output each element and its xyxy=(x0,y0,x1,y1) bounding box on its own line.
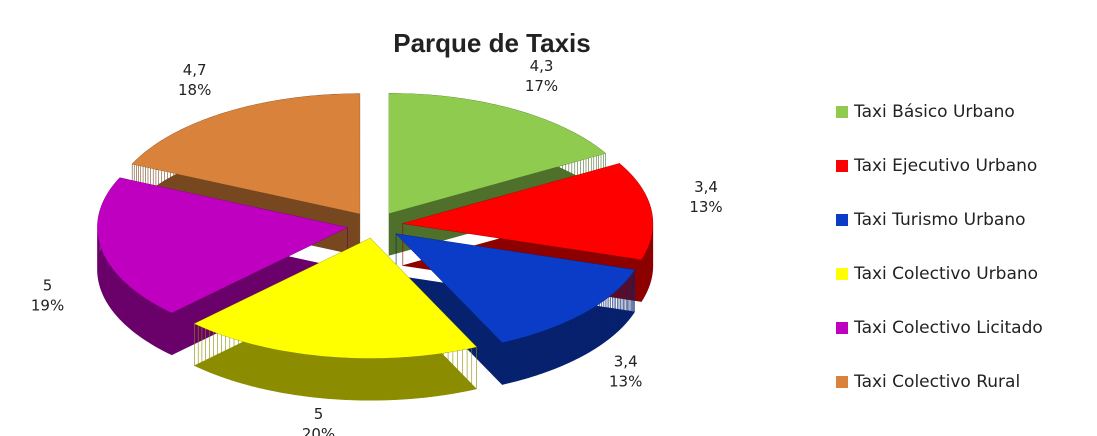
value-label: 3,4 xyxy=(614,353,638,371)
legend-label: Taxi Ejecutivo Urbano xyxy=(853,156,1037,176)
value-label: 4,7 xyxy=(183,61,207,79)
percent-label: 19% xyxy=(31,297,64,315)
legend-swatch xyxy=(836,106,848,118)
slice xyxy=(97,177,348,313)
slice xyxy=(194,238,477,359)
percent-label: 20% xyxy=(302,425,335,436)
legend-label: Taxi Colectivo Licitado xyxy=(853,318,1043,338)
value-label: 3,4 xyxy=(694,178,718,196)
chart-title: Parque de Taxis xyxy=(393,28,591,58)
percent-label: 17% xyxy=(525,77,558,95)
legend-label: Taxi Colectivo Rural xyxy=(853,372,1020,392)
percent-label: 13% xyxy=(689,198,722,216)
slice xyxy=(396,233,635,343)
legend-swatch xyxy=(836,214,848,226)
legend-label: Taxi Básico Urbano xyxy=(853,102,1015,122)
legend-swatch xyxy=(836,160,848,172)
percent-label: 13% xyxy=(609,373,642,391)
slice xyxy=(132,93,360,214)
legend-label: Taxi Turismo Urbano xyxy=(853,210,1026,230)
value-label: 5 xyxy=(43,277,53,295)
legend-label: Taxi Colectivo Urbano xyxy=(853,264,1038,284)
legend-swatch xyxy=(836,268,848,280)
percent-label: 18% xyxy=(178,81,211,99)
slice xyxy=(402,163,653,260)
legend-swatch xyxy=(836,322,848,334)
value-label: 4,3 xyxy=(530,57,554,75)
value-label: 5 xyxy=(314,405,324,423)
legend-swatch xyxy=(836,376,848,388)
slice xyxy=(389,93,606,214)
